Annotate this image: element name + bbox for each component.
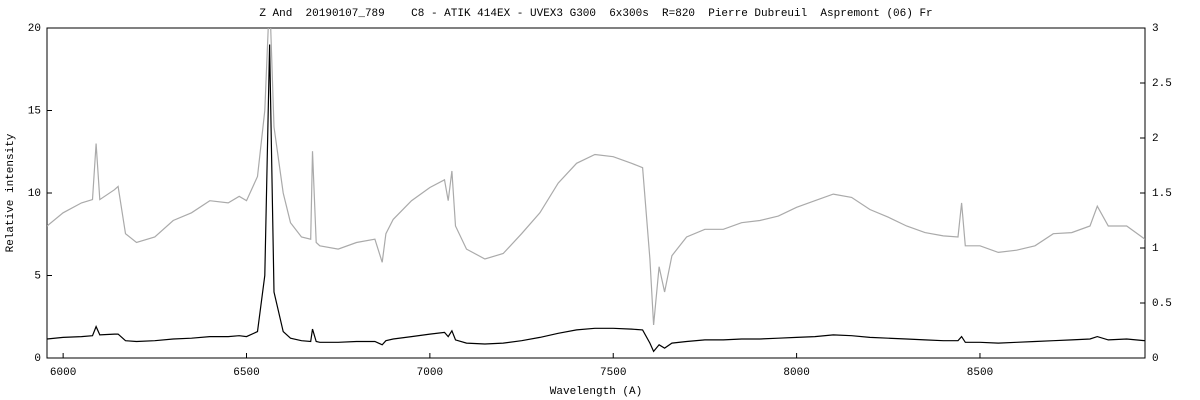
x-tick-label: 8500: [967, 367, 993, 379]
y-tick-label: 0: [34, 353, 41, 365]
y2-tick-label: 2.5: [1152, 78, 1172, 90]
x-tick-label: 7000: [417, 367, 443, 379]
x-tick-label: 6500: [233, 367, 259, 379]
y2-tick-label: 3: [1152, 23, 1159, 35]
y2-tick-label: 1.5: [1152, 188, 1172, 200]
y2-tick-label: 1: [1152, 243, 1159, 255]
x-axis-label: Wavelength (A): [550, 386, 642, 398]
spectrum-line: [47, 28, 1145, 326]
spectrum-line: [47, 44, 1145, 353]
x-tick-label: 8000: [783, 367, 809, 379]
y2-tick-label: 0: [1152, 353, 1159, 365]
y2-tick-label: 0.5: [1152, 298, 1172, 310]
x-tick-label: 7500: [600, 367, 626, 379]
y2-tick-label: 2: [1152, 133, 1159, 145]
y-tick-label: 15: [28, 105, 41, 117]
y-tick-label: 5: [34, 270, 41, 282]
chart-title: Z And 20190107_789 C8 - ATIK 414EX - UVE…: [259, 8, 932, 20]
y-tick-label: 20: [28, 23, 41, 35]
x-tick-label: 6000: [50, 367, 76, 379]
y-axis-label: Relative intensity: [5, 133, 17, 252]
y-tick-label: 10: [28, 188, 41, 200]
